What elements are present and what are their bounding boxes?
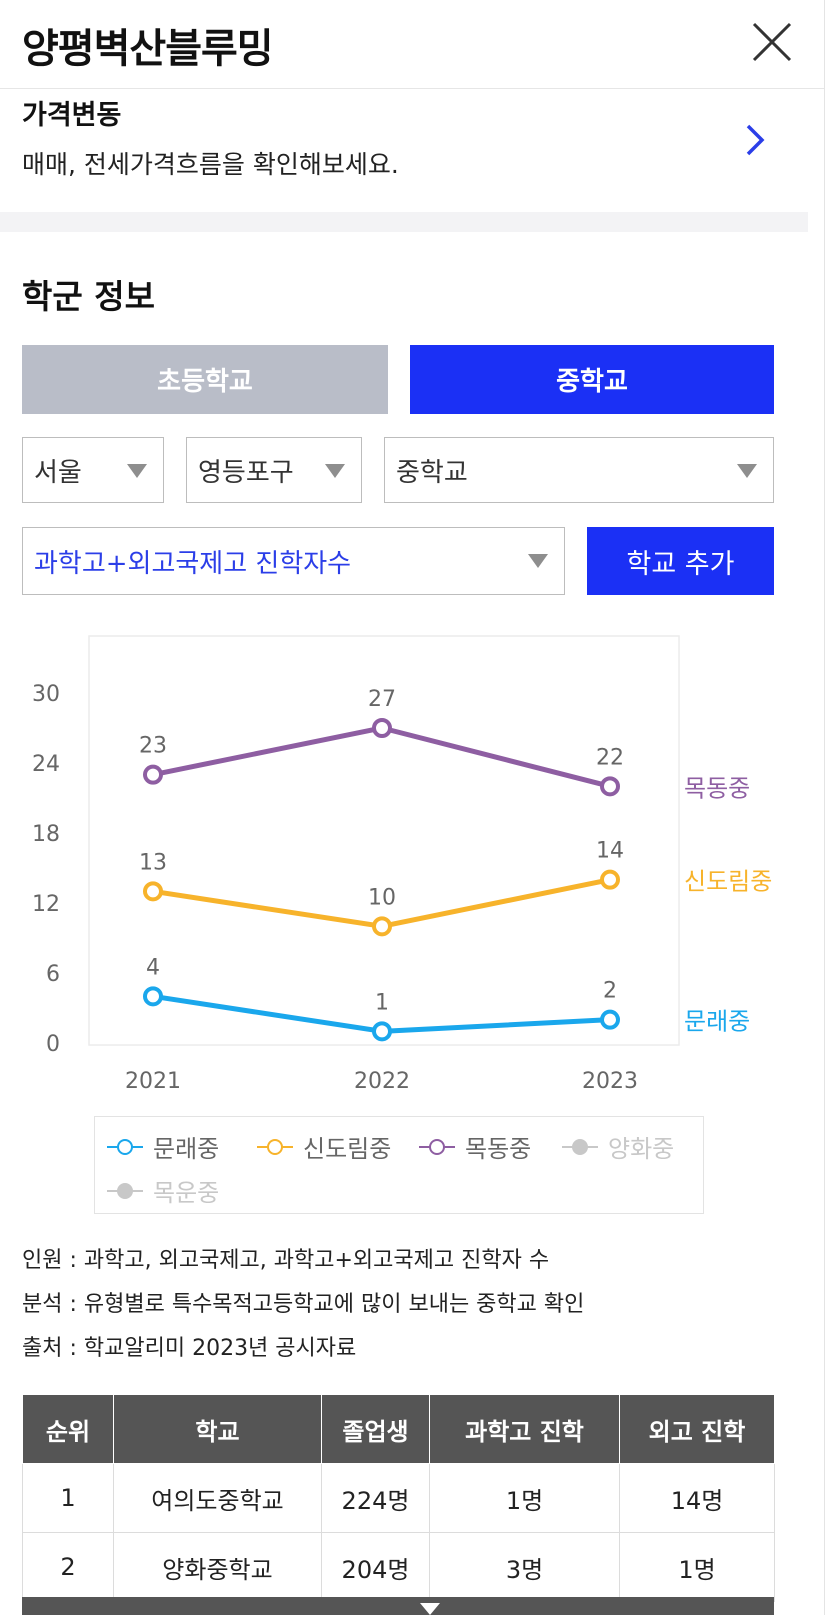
section-divider (0, 212, 808, 232)
metric-select-value: 과학고+외고국제고 진학자수 (34, 548, 352, 579)
data-label: 13 (139, 850, 167, 875)
x-tick-label: 2023 (582, 1069, 638, 1094)
col-foreign: 외고 진학 (619, 1394, 775, 1464)
legend-marker-icon (419, 1138, 455, 1155)
cell-graduates: 204명 (321, 1532, 430, 1602)
cell-school: 양화중학교 (113, 1532, 322, 1602)
cell-school: 여의도중학교 (113, 1463, 322, 1533)
cell-science: 1명 (429, 1463, 620, 1533)
legend-marker-icon (107, 1182, 143, 1199)
data-label: 27 (368, 687, 396, 712)
series-end-label: 신도림중 (684, 868, 772, 896)
chevron-right-icon (746, 124, 765, 156)
header: 양평벽산블루밍 (0, 0, 824, 89)
school-type-select[interactable]: 중학교 (384, 437, 774, 503)
price-change-title: 가격변동 (22, 100, 122, 131)
y-tick-label: 12 (32, 892, 60, 917)
cell-rank: 2 (22, 1532, 114, 1602)
series-end-label: 목동중 (684, 774, 750, 802)
legend-marker-icon (107, 1138, 143, 1155)
plot-area-frame (88, 635, 680, 1046)
data-point (600, 776, 620, 797)
data-label: 14 (596, 839, 624, 864)
note-count: 인원 : 과학고, 외고국제고, 과학고+외고국제고 진학자 수 (22, 1248, 550, 1273)
cell-foreign: 1명 (619, 1532, 775, 1602)
data-point (600, 1009, 620, 1030)
legend-label: 양화중 (608, 1135, 675, 1163)
data-point (143, 986, 163, 1007)
district-select-value: 영등포구 (198, 457, 294, 488)
region-select[interactable]: 서울 (22, 437, 164, 503)
legend-item[interactable]: 신도림중 (255, 1129, 391, 1164)
series-end-label: 문래중 (684, 1008, 750, 1036)
data-label: 10 (368, 885, 396, 910)
col-rank: 순위 (22, 1394, 114, 1464)
region-select-value: 서울 (34, 457, 82, 488)
data-point (143, 764, 163, 785)
note-source: 출처 : 학교알리미 2023년 공시자료 (22, 1336, 357, 1361)
data-point (372, 1021, 392, 1042)
price-change-link[interactable]: 가격변동 매매, 전세가격흐름을 확인해보세요. (0, 89, 808, 211)
metric-select[interactable]: 과학고+외고국제고 진학자수 (22, 527, 565, 595)
y-tick-label: 0 (46, 1032, 60, 1057)
data-point (372, 916, 392, 937)
add-school-button[interactable]: 학교 추가 (587, 527, 774, 595)
legend-label: 문래중 (153, 1135, 220, 1163)
panel-edge (824, 0, 825, 1615)
legend-marker-icon (562, 1138, 598, 1155)
note-analysis: 분석 : 유형별로 특수목적고등학교에 많이 보내는 중학교 확인 (22, 1292, 585, 1317)
chevron-down-icon (420, 1603, 440, 1615)
x-tick-label: 2021 (125, 1069, 181, 1094)
table-row: 1 여의도중학교 224명 1명 14명 (22, 1463, 775, 1533)
y-tick-label: 30 (32, 682, 60, 707)
close-icon[interactable] (750, 20, 794, 64)
legend-item[interactable]: 목동중 (417, 1129, 531, 1164)
tab-middle[interactable]: 중학교 (410, 345, 774, 414)
cell-graduates: 224명 (321, 1463, 430, 1533)
y-tick-label: 18 (32, 822, 60, 847)
data-label: 1 (375, 990, 389, 1015)
data-label: 22 (596, 745, 624, 770)
district-select[interactable]: 영등포구 (186, 437, 362, 503)
school-type-select-value: 중학교 (396, 457, 468, 488)
data-label: 23 (139, 734, 167, 759)
data-point (143, 881, 163, 902)
col-graduates: 졸업생 (321, 1394, 430, 1464)
legend-label: 신도림중 (303, 1135, 392, 1163)
dropdown-arrow-icon (528, 554, 548, 568)
data-label: 2 (603, 979, 617, 1004)
table-row: 2 양화중학교 204명 3명 1명 (22, 1532, 775, 1602)
legend-label: 목운중 (153, 1179, 220, 1207)
school-ranking-table: 순위 학교 졸업생 과학고 진학 외고 진학 1 여의도중학교 224명 1명 … (22, 1394, 775, 1602)
col-science: 과학고 진학 (429, 1394, 620, 1464)
cell-science: 3명 (429, 1532, 620, 1602)
dropdown-arrow-icon (737, 464, 757, 478)
legend-label: 목동중 (465, 1135, 532, 1163)
y-tick-label: 24 (32, 752, 60, 777)
show-more-button[interactable] (22, 1597, 774, 1615)
data-label: 4 (146, 955, 160, 980)
price-change-desc: 매매, 전세가격흐름을 확인해보세요. (22, 150, 399, 179)
cell-rank: 1 (22, 1463, 114, 1533)
legend-item[interactable]: 문래중 (105, 1129, 219, 1164)
y-tick-label: 6 (46, 962, 60, 987)
section-title: 학군 정보 (22, 277, 155, 316)
dropdown-arrow-icon (325, 464, 345, 478)
legend-item[interactable]: 양화중 (560, 1129, 674, 1164)
legend-marker-icon (257, 1138, 293, 1155)
page-title: 양평벽산블루밍 (22, 26, 274, 72)
data-point (600, 869, 620, 890)
legend-item[interactable]: 목운중 (105, 1173, 219, 1208)
tab-elementary[interactable]: 초등학교 (22, 345, 388, 414)
dropdown-arrow-icon (127, 464, 147, 478)
col-school: 학교 (113, 1394, 322, 1464)
x-tick-label: 2022 (354, 1069, 410, 1094)
data-point (372, 718, 392, 738)
table-header-row: 순위 학교 졸업생 과학고 진학 외고 진학 (22, 1394, 775, 1464)
cell-foreign: 14명 (619, 1463, 775, 1533)
